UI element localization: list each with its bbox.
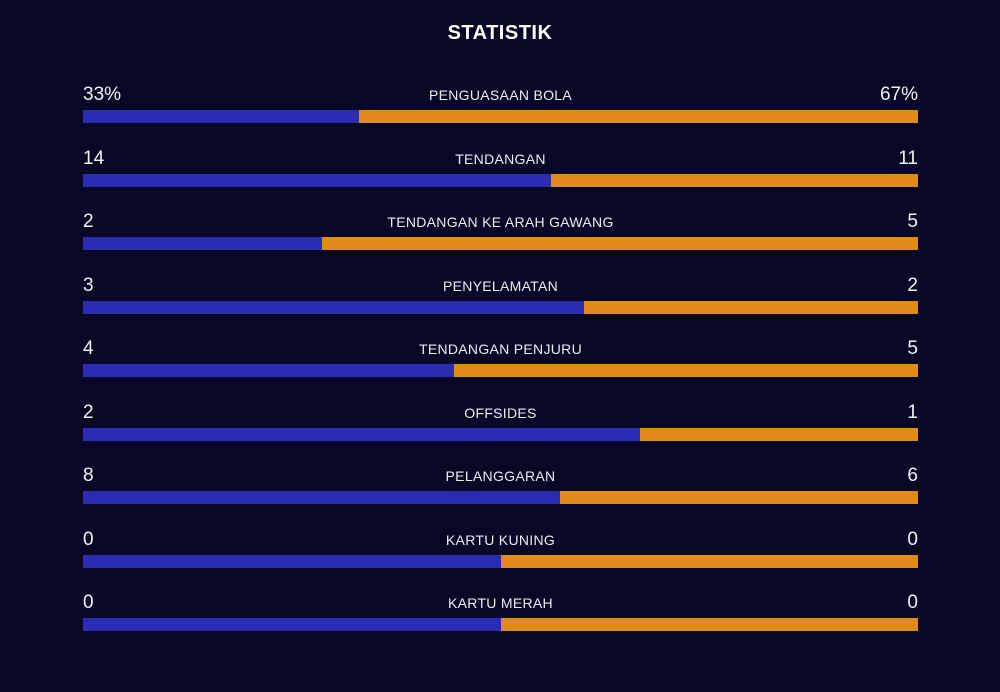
home-bar-segment xyxy=(83,237,322,250)
home-value: 3 xyxy=(83,274,94,296)
stat-label: KARTU MERAH xyxy=(448,595,553,611)
away-value: 0 xyxy=(907,592,918,613)
stat-row: 0 KARTU MERAH 0 xyxy=(83,591,918,643)
comparison-bar xyxy=(83,618,918,631)
stat-label: TENDANGAN KE ARAH GAWANG xyxy=(387,214,614,230)
home-bar-segment xyxy=(83,110,359,123)
home-bar-segment xyxy=(83,554,501,568)
home-bar-segment xyxy=(83,618,501,631)
home-bar-segment xyxy=(83,173,551,187)
home-value: 2 xyxy=(83,401,94,423)
panel-title: STATISTIK xyxy=(447,22,553,44)
away-bar-segment xyxy=(584,300,918,314)
home-bar-segment xyxy=(83,300,584,314)
away-value: 5 xyxy=(907,338,918,359)
stat-label: PENGUASAAN BOLA xyxy=(429,87,572,103)
away-bar-segment xyxy=(639,427,918,441)
stat-label: OFFSIDES xyxy=(464,404,537,421)
away-value: 5 xyxy=(907,211,918,232)
home-value: 8 xyxy=(83,465,94,486)
away-bar-segment xyxy=(500,618,918,631)
stat-row: 14 TENDANGAN 11 xyxy=(83,147,918,199)
home-value: 2 xyxy=(83,211,94,232)
stat-row: 33% PENGUASAAN BOLA 67% xyxy=(83,83,918,135)
away-bar-segment xyxy=(500,554,918,568)
comparison-bar xyxy=(83,427,918,441)
home-bar-segment xyxy=(83,364,455,377)
home-value: 0 xyxy=(83,528,94,550)
stat-row: 2 TENDANGAN KE ARAH GAWANG 5 xyxy=(83,210,918,262)
stat-row: 2 OFFSIDES 1 xyxy=(83,401,918,453)
away-value: 0 xyxy=(907,528,918,550)
away-bar-segment xyxy=(454,364,918,377)
away-bar-segment xyxy=(321,237,918,250)
comparison-bar xyxy=(83,173,918,187)
away-value: 11 xyxy=(898,147,918,169)
stat-row: 8 PELANGGARAN 6 xyxy=(83,464,918,516)
home-value: 33% xyxy=(83,84,122,105)
home-bar-segment xyxy=(83,491,561,504)
away-bar-segment xyxy=(560,491,918,504)
home-value: 4 xyxy=(83,338,94,359)
comparison-bar xyxy=(83,300,918,314)
stat-label: PENYELAMATAN xyxy=(442,277,559,294)
stat-label: KARTU KUNING xyxy=(445,531,556,548)
away-value: 6 xyxy=(907,465,918,486)
away-value: 2 xyxy=(907,274,918,296)
stat-row: 4 TENDANGAN PENJURU 5 xyxy=(83,337,918,389)
comparison-bar xyxy=(83,491,918,504)
home-bar-segment xyxy=(83,427,640,441)
away-bar-segment xyxy=(550,173,918,187)
stat-label: PELANGGARAN xyxy=(445,468,556,484)
home-value: 14 xyxy=(83,147,105,169)
stat-label: TENDANGAN PENJURU xyxy=(418,341,582,357)
away-value: 1 xyxy=(907,401,918,423)
comparison-bar xyxy=(83,110,918,123)
stat-row: 3 PENYELAMATAN 2 xyxy=(83,274,918,326)
away-value: 67% xyxy=(879,84,918,105)
stat-row: 0 KARTU KUNING 0 xyxy=(83,528,918,580)
home-value: 0 xyxy=(83,592,94,613)
stat-label: TENDANGAN xyxy=(455,150,546,167)
comparison-bar xyxy=(83,237,918,250)
comparison-bar xyxy=(83,364,918,377)
comparison-bar xyxy=(83,554,918,568)
away-bar-segment xyxy=(358,110,918,123)
